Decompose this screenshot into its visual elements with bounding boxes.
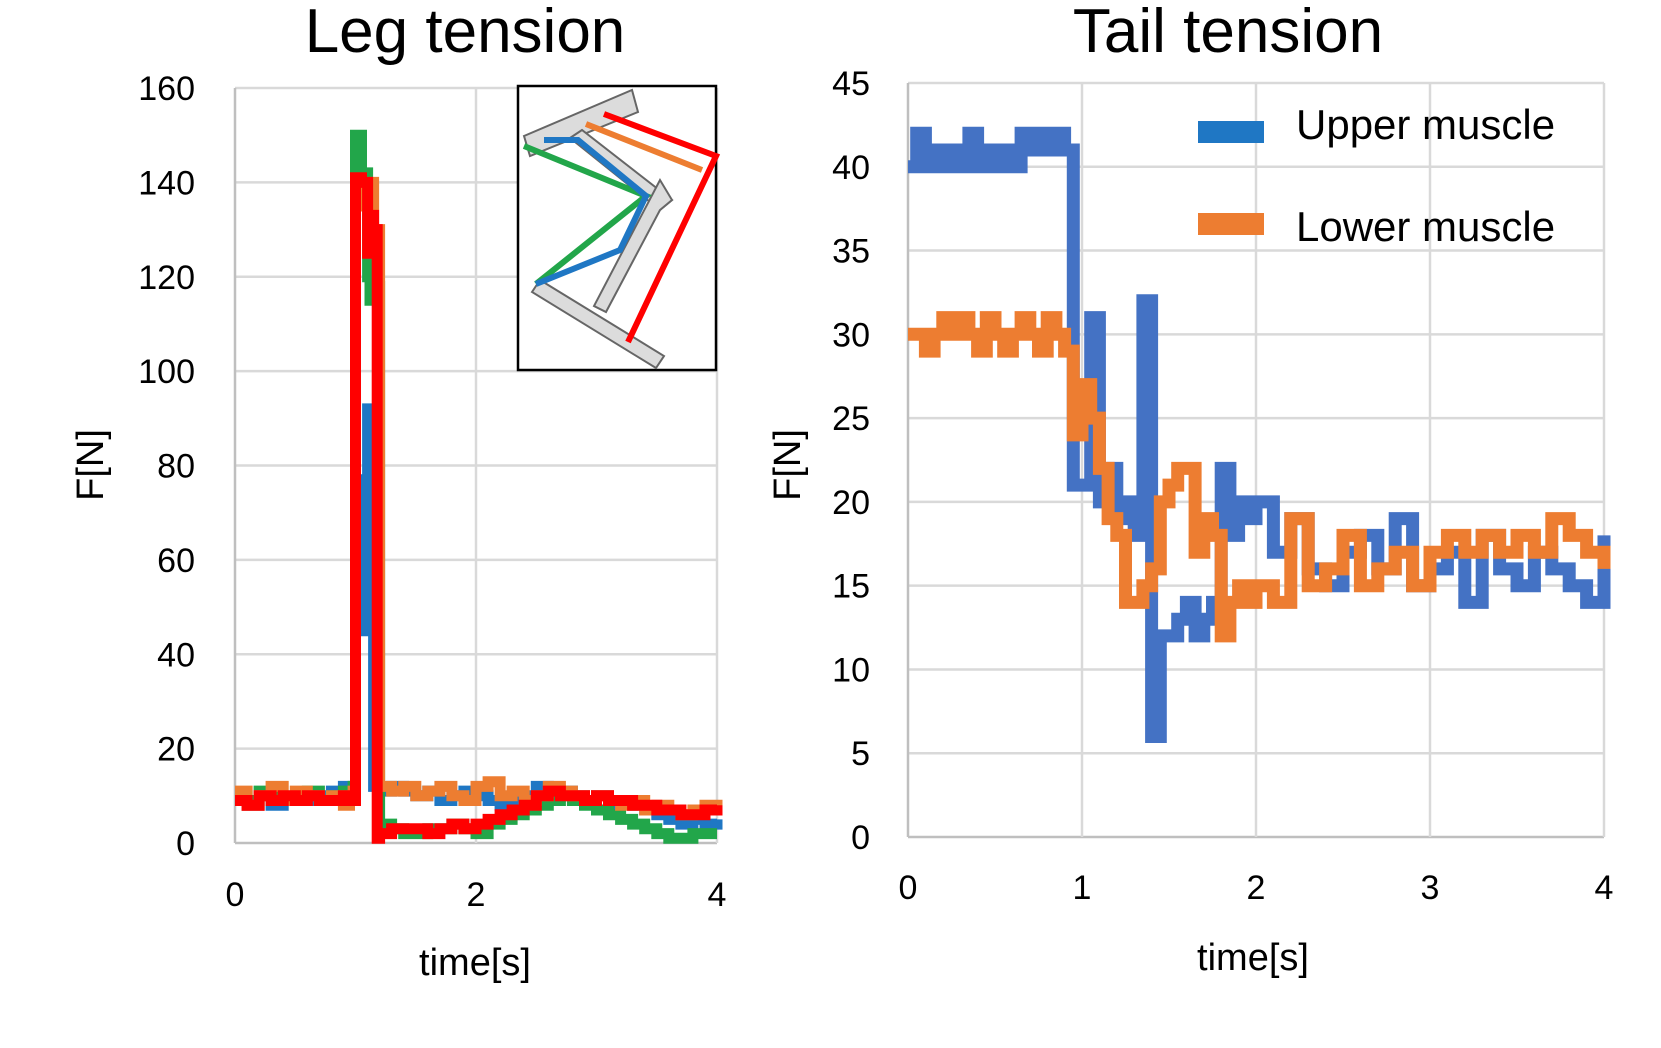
y-tick-label: 80 <box>157 448 195 486</box>
x-tick-label: 0 <box>899 869 918 907</box>
inset-red-muscle <box>602 111 721 344</box>
y-tick-label: 30 <box>832 316 870 354</box>
y-tick-label: 0 <box>176 825 195 863</box>
legend: Upper muscle Lower muscle <box>1198 101 1555 250</box>
legend-swatch-lower <box>1198 213 1264 235</box>
series-line-2 <box>908 311 1611 643</box>
x-tick-label: 4 <box>708 876 727 914</box>
y-tick-label: 10 <box>832 651 870 689</box>
chart-title: Tail tension <box>1073 0 1383 66</box>
leg-diagram-inset <box>516 84 721 372</box>
inset-orange-muscle <box>584 121 704 173</box>
y-tick-labels: 0 20 40 60 80 100 120 140 160 <box>138 70 195 863</box>
x-tick-label: 3 <box>1421 869 1440 907</box>
y-tick-label: 5 <box>851 735 870 773</box>
y-tick-label: 100 <box>138 353 195 391</box>
y-tick-label: 25 <box>832 400 870 438</box>
x-tick-label: 1 <box>1073 869 1092 907</box>
y-tick-label: 40 <box>157 636 195 674</box>
legend-label-upper: Upper muscle <box>1296 101 1555 148</box>
tail-tension-chart: Tail tension 0 5 10 15 20 25 30 35 40 45 0 1 2 3 4 F[… <box>767 0 1613 979</box>
inset-blue-muscle <box>534 137 650 287</box>
x-tick-label: 0 <box>226 876 245 914</box>
y-tick-label: 20 <box>832 484 870 522</box>
leg-segment-middle <box>592 177 674 314</box>
y-tick-label: 35 <box>832 233 870 271</box>
y-tick-label: 120 <box>138 259 195 297</box>
legend-label-lower: Lower muscle <box>1296 203 1555 250</box>
y-tick-label: 15 <box>832 568 870 606</box>
x-tick-labels: 0 2 4 <box>226 876 727 914</box>
series-group <box>908 126 1611 743</box>
series-line-4 <box>235 172 723 844</box>
y-tick-label: 160 <box>138 70 195 108</box>
leg-tension-chart: Leg tension 0 20 40 60 80 100 120 140 160 0 2 4 F[… <box>70 0 726 984</box>
chart-title: Leg tension <box>305 0 626 66</box>
y-axis-label: F[N] <box>767 429 809 501</box>
x-axis-label: time[s] <box>419 942 531 984</box>
x-tick-labels: 0 1 2 3 4 <box>899 869 1614 907</box>
y-tick-label: 0 <box>851 819 870 857</box>
y-tick-label: 60 <box>157 542 195 580</box>
y-tick-label: 20 <box>157 731 195 769</box>
y-axis-label: F[N] <box>70 429 112 501</box>
legend-swatch-upper <box>1198 121 1264 143</box>
y-tick-label: 40 <box>832 149 870 187</box>
x-axis-label: time[s] <box>1197 937 1309 979</box>
y-tick-label: 45 <box>832 65 870 103</box>
y-tick-labels: 0 5 10 15 20 25 30 35 40 45 <box>832 65 870 857</box>
x-tick-label: 2 <box>1247 869 1266 907</box>
x-tick-label: 4 <box>1595 869 1614 907</box>
series-group <box>235 129 723 844</box>
y-tick-label: 140 <box>138 164 195 202</box>
x-tick-label: 2 <box>467 876 486 914</box>
grid <box>906 81 1606 839</box>
